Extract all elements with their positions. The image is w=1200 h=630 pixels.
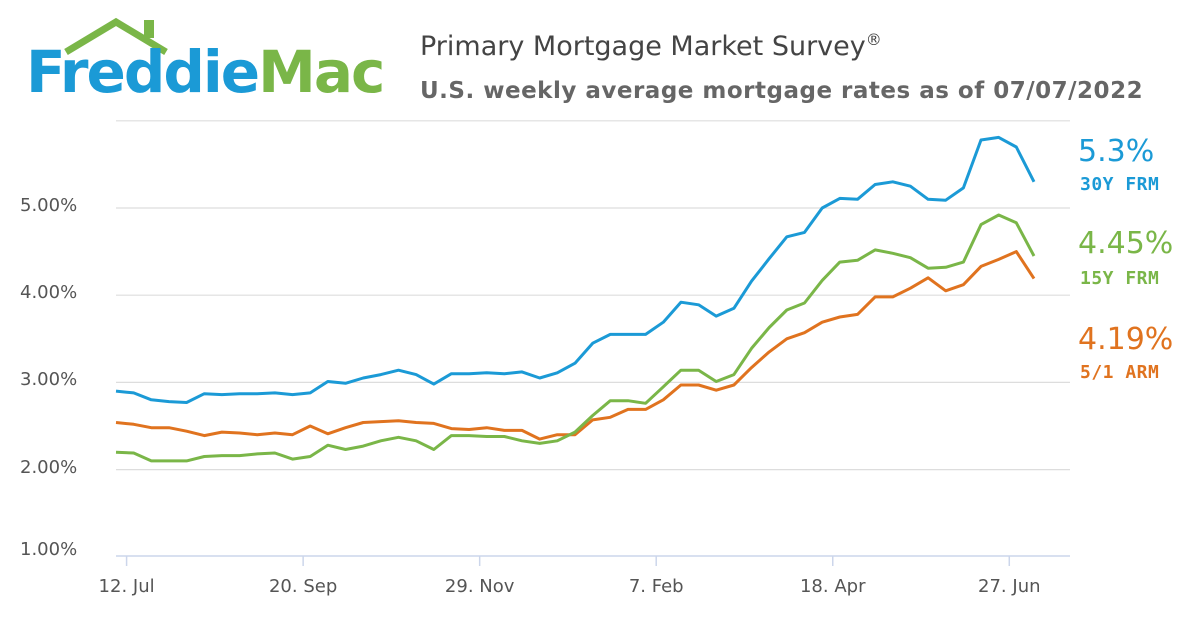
x-tick-label: 20. Sep (269, 576, 337, 597)
y-axis-ticks: 1.00% 2.00% 3.00% 4.00% 5.00% (20, 195, 77, 560)
freddie-mac-logo: FreddieMac (26, 16, 386, 106)
x-tick-label: 18. Apr (800, 576, 866, 597)
logo-wordmark: FreddieMac (26, 38, 385, 106)
x-tick-label: 7. Feb (629, 576, 684, 597)
logo-word-freddie: Freddie (26, 38, 260, 106)
x-tick-label: 29. Nov (445, 576, 515, 597)
y-tick-label: 3.00% (20, 369, 77, 390)
house-roof-icon (64, 17, 168, 56)
registered-mark: ® (865, 30, 882, 49)
y-tick-label: 5.00% (20, 195, 77, 216)
y-tick-label: 4.00% (20, 282, 77, 303)
end-label-arm-value: 4.19% (1078, 322, 1174, 357)
series-line-30y-frm (115, 135, 1036, 404)
x-tick-label: 12. Jul (99, 576, 155, 597)
chart-series (115, 135, 1036, 463)
y-tick-label: 2.00% (20, 457, 77, 478)
y-tick-label: 1.00% (20, 539, 77, 560)
end-label-30y-value: 5.3% (1078, 134, 1155, 169)
end-label-15y-name: 15Y FRM (1080, 268, 1160, 289)
end-label-30y-name: 30Y FRM (1080, 174, 1160, 195)
end-label-arm-name: 5/1 ARM (1080, 362, 1160, 383)
x-tick-label: 27. Jun (978, 576, 1040, 597)
chart-subtitle: U.S. weekly average mortgage rates as of… (420, 78, 1144, 104)
series-line-5-1-arm (115, 250, 1036, 441)
x-axis: 12. Jul 20. Sep 29. Nov 7. Feb 18. Apr 27. Ju… (99, 555, 1070, 597)
logo-word-mac: Mac (258, 38, 385, 106)
chart-title: Primary Mortgage Market Survey® (420, 30, 882, 62)
chart-title-text: Primary Mortgage Market Survey (420, 31, 866, 62)
end-label-15y-value: 4.45% (1078, 226, 1174, 261)
series-line-15y-frm (115, 213, 1036, 463)
chart-gridlines (116, 120, 1070, 471)
